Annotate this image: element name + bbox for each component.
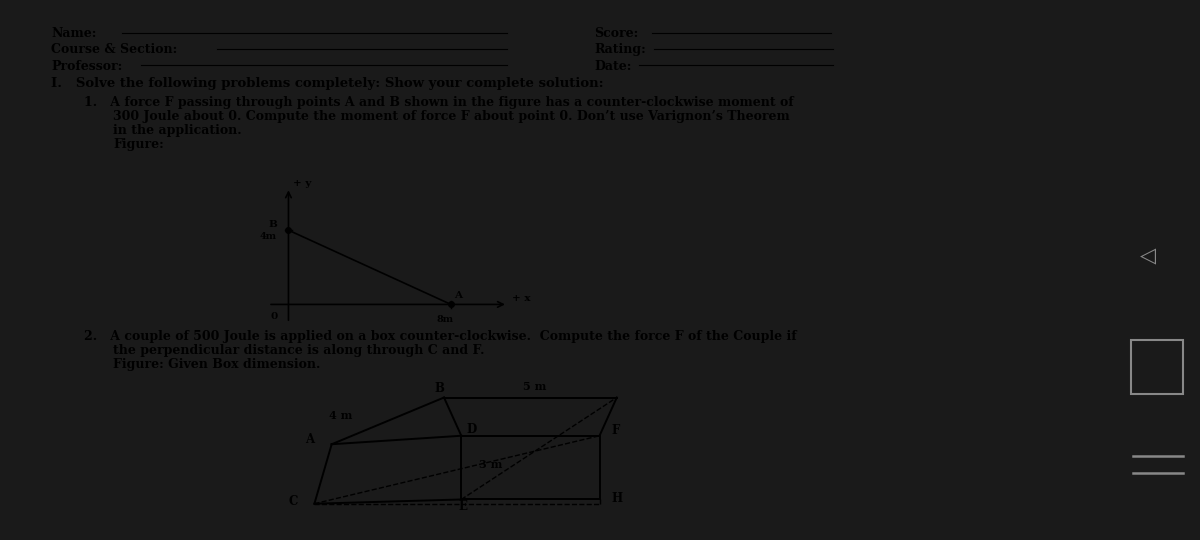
Text: B: B <box>268 220 277 230</box>
Text: Rating:: Rating: <box>594 43 646 57</box>
Text: A: A <box>306 433 314 446</box>
Text: Name:: Name: <box>52 28 96 40</box>
Text: Course & Section:: Course & Section: <box>52 43 178 57</box>
Text: Professor:: Professor: <box>52 59 122 72</box>
Text: ◁: ◁ <box>1140 246 1156 267</box>
Text: 4 m: 4 m <box>329 410 352 421</box>
Text: 1.   A force F passing through points A and B shown in the figure has a counter-: 1. A force F passing through points A an… <box>84 96 793 109</box>
Text: Date:: Date: <box>594 59 631 72</box>
Text: F: F <box>612 423 620 437</box>
Text: 3 m: 3 m <box>480 458 503 470</box>
Text: E: E <box>458 500 468 513</box>
Text: H: H <box>612 491 623 504</box>
Text: 5 m: 5 m <box>523 381 546 392</box>
Text: 8m: 8m <box>437 315 454 324</box>
Text: 300 Joule about 0. Compute the moment of force F about point 0. Don’t use Varign: 300 Joule about 0. Compute the moment of… <box>113 110 790 123</box>
Text: A: A <box>454 291 462 300</box>
Text: the perpendicular distance is along through C and F.: the perpendicular distance is along thro… <box>113 343 485 356</box>
Text: 2.   A couple of 500 Joule is applied on a box counter-clockwise.  Compute the f: 2. A couple of 500 Joule is applied on a… <box>84 329 797 342</box>
Text: Score:: Score: <box>594 28 638 40</box>
Text: I.   Solve the following problems completely: Show your complete solution:: I. Solve the following problems complete… <box>52 77 604 90</box>
Text: Figure:: Figure: <box>113 138 164 151</box>
Text: Figure: Given Box dimension.: Figure: Given Box dimension. <box>113 357 320 370</box>
Text: 0: 0 <box>270 312 277 321</box>
Text: + x: + x <box>512 294 530 303</box>
Text: in the application.: in the application. <box>113 124 241 137</box>
Text: C: C <box>288 495 298 509</box>
Text: D: D <box>467 423 476 436</box>
Text: B: B <box>434 382 445 395</box>
Text: 4m: 4m <box>260 232 277 240</box>
Text: + y: + y <box>293 179 311 187</box>
